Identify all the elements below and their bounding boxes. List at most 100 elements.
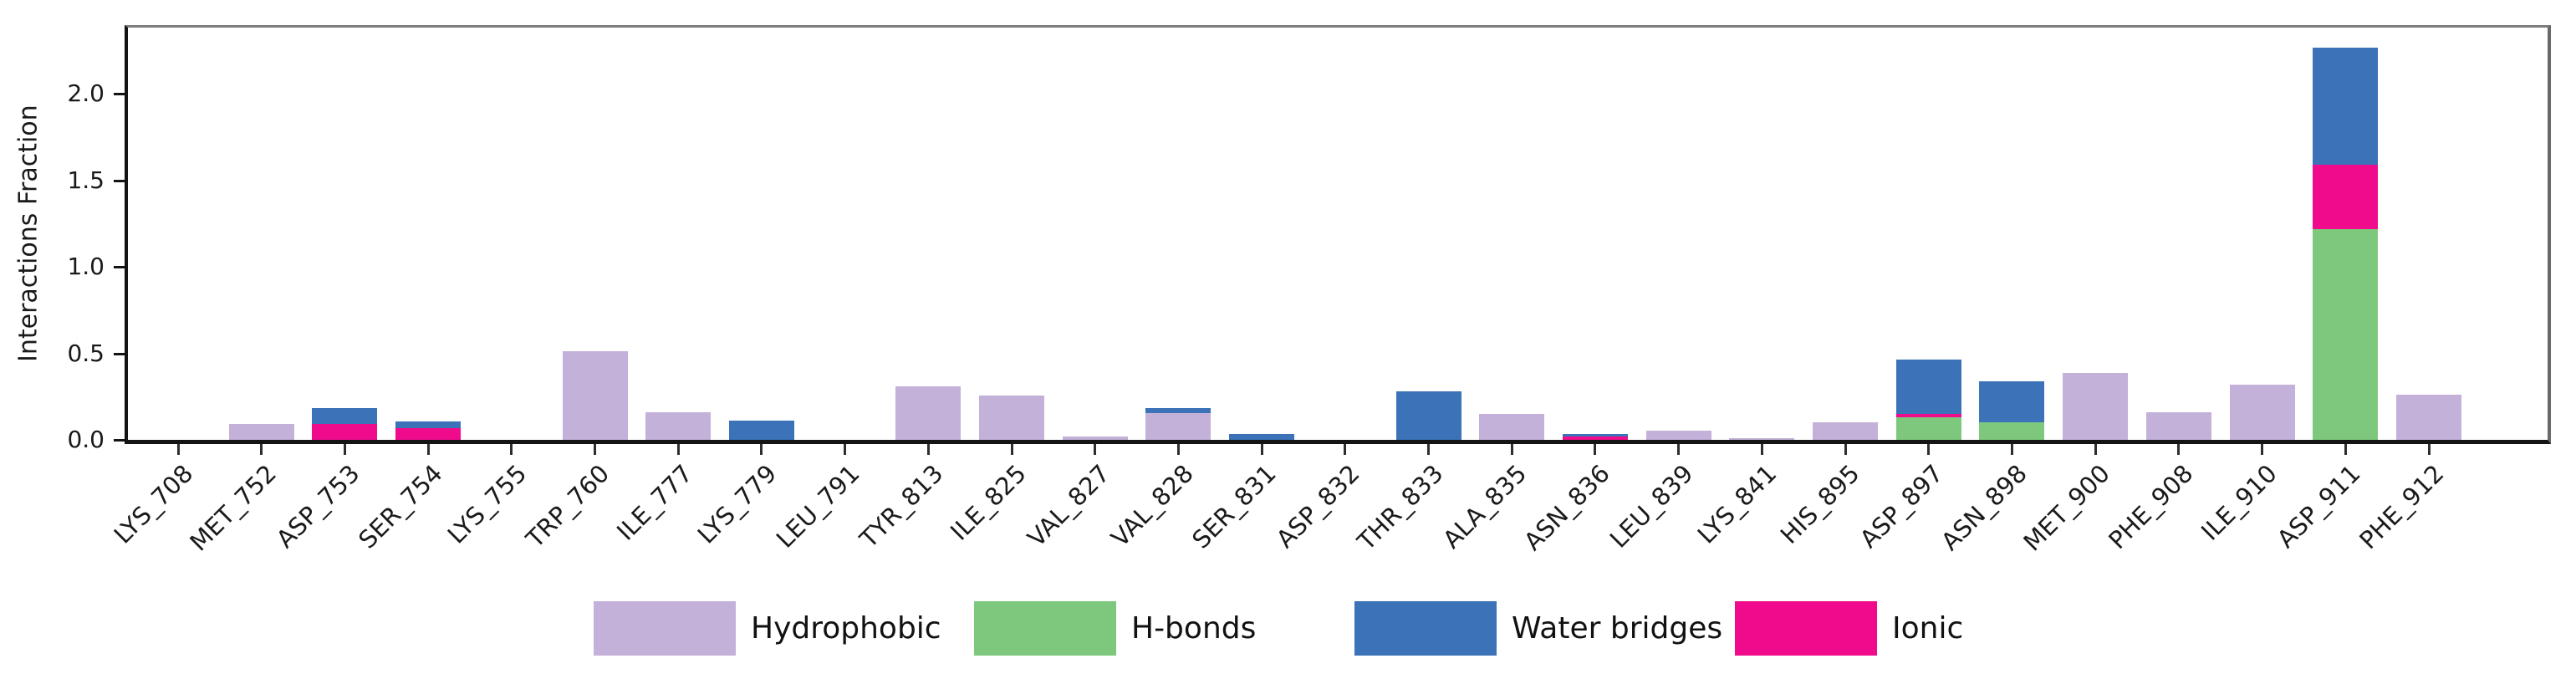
x-tick-mark [760, 444, 763, 455]
x-tick-mark [2261, 444, 2264, 455]
bar-segment-ionic [1563, 436, 1628, 440]
bar-asp-897 [1896, 360, 1961, 440]
y-tick-label: 2.0 [67, 79, 105, 107]
bar-his-895 [1813, 422, 1878, 440]
x-tick-mark [926, 444, 930, 455]
x-tick-mark [2010, 444, 2013, 455]
legend-item-ionic: Ionic [1735, 601, 1963, 656]
bar-lys-841 [1729, 438, 1794, 440]
x-tick-label-phe-912: PHE_912 [2353, 459, 2450, 555]
x-tick-label-ile-777: ILE_777 [611, 459, 699, 546]
x-tick-mark [1094, 444, 1097, 455]
x-tick-mark [1260, 444, 1263, 455]
bar-segment-water-bridges [1896, 360, 1961, 414]
bar-segment-hydrophobic [563, 351, 628, 440]
plot-area [125, 25, 2551, 444]
x-tick-mark [1677, 444, 1681, 455]
bar-segment-ionic [1896, 414, 1961, 417]
bar-phe-908 [2146, 412, 2211, 440]
bar-segment-hydrophobic [2230, 385, 2295, 440]
bar-segment-hydrophobic [895, 386, 961, 440]
bar-segment-water-bridges [1563, 434, 1628, 436]
legend-swatch-icon [1735, 601, 1877, 656]
bar-segment-water-bridges [729, 421, 794, 440]
x-tick-label-phe-908: PHE_908 [2103, 459, 2199, 555]
bar-segment-hydrophobic [2396, 395, 2461, 440]
y-tick-label: 0.5 [67, 339, 105, 367]
bar-asp-911 [2313, 48, 2378, 440]
bar-segment-hydrophobic [1479, 414, 1544, 440]
x-tick-mark [1010, 444, 1013, 455]
bar-ile-777 [645, 412, 711, 440]
y-tick-mark [114, 266, 127, 268]
chart-legend: Hydrophobic H-bonds Water bridges Ionic [0, 601, 2576, 656]
bar-segment-water-bridges [312, 408, 377, 424]
x-tick-label-met-900: MET_900 [2017, 459, 2116, 557]
x-tick-label-his-895: HIS_895 [1775, 459, 1866, 549]
legend-label: H-bonds [1131, 611, 1257, 646]
x-tick-mark [2177, 444, 2181, 455]
bar-segment-water-bridges [1979, 381, 2044, 422]
x-tick-mark [2427, 444, 2431, 455]
legend-label: Water bridges [1512, 611, 1723, 646]
x-tick-mark [176, 444, 180, 455]
bar-met-752 [229, 424, 294, 440]
x-tick-mark [844, 444, 847, 455]
bar-trp-760 [563, 351, 628, 440]
x-tick-mark [1176, 444, 1180, 455]
bar-segment-water-bridges [1229, 434, 1294, 440]
bar-asn-836 [1563, 434, 1628, 440]
x-tick-label-lys-841: LYS_841 [1691, 459, 1783, 549]
y-tick-mark [114, 93, 127, 95]
legend-item-h-bonds: H-bonds [974, 601, 1256, 656]
x-tick-mark [676, 444, 680, 455]
x-tick-label-lys-755: LYS_755 [441, 459, 532, 549]
y-tick-mark [114, 439, 127, 442]
x-tick-label-tyr-813: TYR_813 [854, 459, 949, 554]
legend-swatch-icon [594, 601, 736, 656]
bar-tyr-813 [895, 386, 961, 440]
bar-val-827 [1063, 436, 1128, 440]
x-axis-labels: LYS_708 MET_752 ASP_753 SER_754 LYS_755 TRP_7… [0, 459, 2576, 601]
legend-swatch-icon [974, 601, 1116, 656]
bar-segment-hydrophobic [229, 424, 294, 440]
bar-asp-753 [312, 408, 377, 440]
bar-segment-water-bridges [395, 421, 461, 428]
x-tick-mark [2094, 444, 2097, 455]
y-tick-mark [114, 352, 127, 355]
bar-segment-ionic [395, 428, 461, 440]
x-tick-label-asp-753: ASP_753 [270, 459, 365, 554]
y-tick-label: 1.0 [67, 253, 105, 280]
bar-segment-hydrophobic [1063, 436, 1128, 440]
x-tick-label-ala-835: ALA_835 [1436, 459, 1533, 554]
bar-segment-water-bridges [1396, 391, 1461, 440]
bar-segment-h-bonds [1979, 422, 2044, 440]
bar-segment-hydrophobic [2063, 373, 2128, 440]
legend-label: Ionic [1892, 611, 1964, 646]
bar-ala-835 [1479, 414, 1544, 440]
y-tick-label: 0.0 [67, 426, 105, 453]
x-tick-label-leu-791: LEU_791 [770, 459, 865, 554]
bar-phe-912 [2396, 395, 2461, 440]
bar-segment-water-bridges [1145, 408, 1211, 413]
bar-segment-water-bridges [2313, 48, 2378, 165]
x-tick-mark [260, 444, 263, 455]
x-tick-mark [1844, 444, 1847, 455]
x-tick-label-val-828: VAL_828 [1104, 459, 1199, 553]
bar-asn-898 [1979, 381, 2044, 440]
bar-ile-910 [2230, 385, 2295, 440]
x-tick-label-thr-833: THR_833 [1351, 459, 1449, 556]
bar-segment-hydrophobic [1646, 431, 1711, 440]
x-tick-mark [343, 444, 346, 455]
x-tick-mark [1510, 444, 1513, 455]
x-tick-label-met-752: MET_752 [184, 459, 282, 557]
y-tick-mark [114, 179, 127, 182]
x-tick-label-asn-898: ASN_898 [1935, 459, 2033, 556]
x-tick-label-leu-839: LEU_839 [1604, 459, 1699, 554]
x-tick-label-val-827: VAL_827 [1022, 459, 1115, 553]
bar-segment-hydrophobic [1813, 422, 1878, 440]
legend-label: Hydrophobic [751, 611, 941, 646]
x-tick-mark [2344, 444, 2347, 455]
x-tick-label-asp-911: ASP_911 [2271, 459, 2366, 554]
